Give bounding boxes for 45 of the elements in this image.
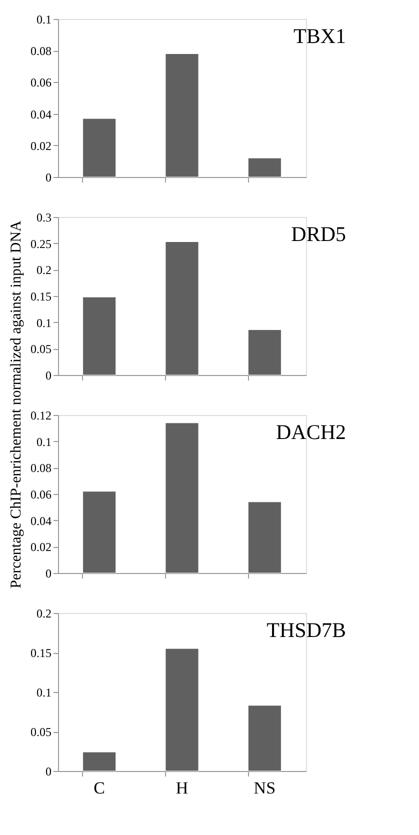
chart-title: THSD7B	[266, 618, 346, 642]
y-tick-label: 0.05	[30, 342, 52, 356]
bar	[165, 54, 199, 178]
bar	[82, 296, 116, 376]
y-tick-label: 0	[46, 368, 52, 382]
y-tick-label: 0.02	[30, 540, 52, 554]
bar	[248, 158, 282, 178]
y-tick-label: 0.1	[36, 12, 52, 26]
y-tick-label: 0.02	[30, 138, 52, 153]
bar	[248, 502, 282, 574]
x-tick-label: NS	[254, 778, 276, 798]
y-tick-label: 0.15	[30, 290, 52, 304]
bar	[165, 648, 199, 772]
y-tick-label: 0.06	[30, 76, 52, 90]
y-tick-label: 0.1	[36, 434, 52, 449]
y-tick-label: 0.08	[30, 44, 52, 58]
y-tick-label: 0.06	[30, 488, 52, 502]
y-tick-label: 0.15	[30, 646, 52, 660]
y-tick-label: 0	[46, 566, 52, 580]
y-tick-label: 0.25	[30, 236, 52, 251]
bar	[165, 242, 199, 376]
bar	[82, 752, 116, 772]
y-tick-label: 0.08	[30, 461, 52, 476]
y-axis-title: Percentage ChIP-enrichement normalized against input DNA	[8, 220, 24, 588]
y-tick-label: 0.1	[36, 316, 52, 330]
bar	[248, 329, 282, 376]
y-tick-label: 0.04	[30, 107, 52, 122]
y-tick-label: 0.1	[36, 686, 52, 700]
y-tick-label: 0.12	[30, 408, 52, 422]
y-tick-label: 0	[46, 170, 52, 184]
bar	[82, 118, 116, 178]
y-tick-label: 0.04	[30, 514, 52, 528]
y-tick-label: 0.3	[36, 210, 52, 224]
x-tick-label: H	[176, 778, 188, 798]
y-tick-label: 0.2	[36, 606, 52, 620]
chart-title: DRD5	[291, 222, 346, 246]
y-tick-label: 0	[46, 764, 52, 778]
bar	[82, 491, 116, 574]
y-tick-label: 0.2	[36, 263, 52, 278]
bar	[248, 705, 282, 772]
chart-title: TBX1	[294, 24, 346, 48]
x-tick-label: C	[94, 778, 106, 798]
bar	[165, 422, 199, 574]
chart-title: DACH2	[276, 420, 346, 444]
y-tick-label: 0.05	[30, 725, 52, 739]
